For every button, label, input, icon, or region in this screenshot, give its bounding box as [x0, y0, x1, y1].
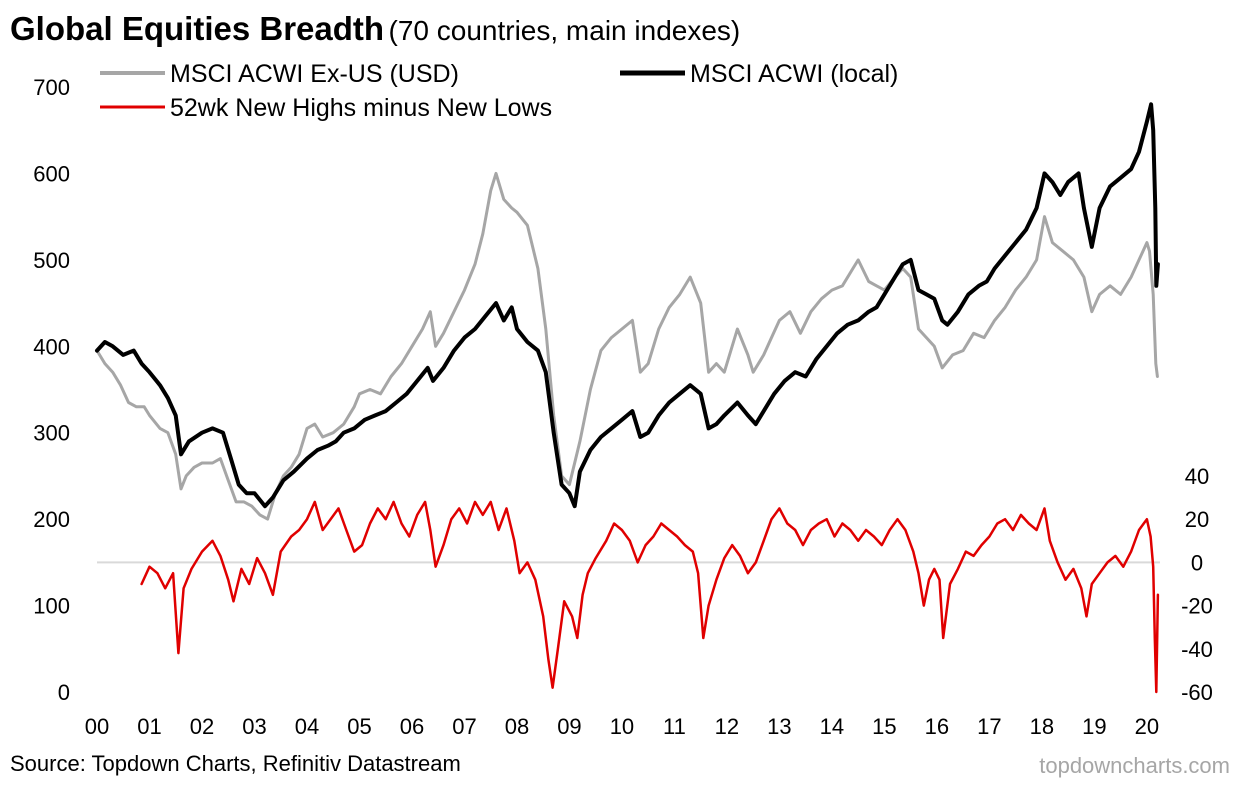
x-tick-label: 18: [1030, 714, 1054, 739]
x-tick-label: 07: [452, 714, 476, 739]
right-tick-label: -40: [1181, 637, 1213, 662]
left-tick-label: 500: [33, 248, 70, 273]
title-main: Global Equities Breadth: [10, 10, 385, 47]
x-tick-label: 08: [505, 714, 529, 739]
left-tick-label: 400: [33, 334, 70, 359]
x-tick-label: 15: [872, 714, 896, 739]
right-tick-label: 40: [1185, 464, 1209, 489]
x-tick-label: 13: [767, 714, 791, 739]
x-tick-label: 05: [347, 714, 371, 739]
x-tick-label: 06: [400, 714, 424, 739]
source-note: Source: Topdown Charts, Refinitiv Datast…: [10, 751, 461, 776]
x-tick-label: 03: [242, 714, 266, 739]
x-tick-label: 10: [610, 714, 634, 739]
legend-label-breadth: 52wk New Highs minus New Lows: [170, 94, 552, 122]
x-tick-label: 20: [1135, 714, 1159, 739]
x-tick-label: 11: [663, 714, 686, 739]
left-tick-label: 200: [33, 507, 70, 532]
axes: 00 01 02 03 04 05 06 07 08 09 10 11 12 13 14 15 16 17 18 19…: [33, 75, 1213, 739]
legend: MSCI ACWI Ex-US (USD) MSCI ACWI (local) …: [100, 60, 898, 122]
x-tick-label: 12: [715, 714, 739, 739]
series-line-breadth: [140, 500, 1160, 694]
right-tick-label: 20: [1185, 507, 1209, 532]
left-tick-label: 600: [33, 161, 70, 186]
x-tick-label: 17: [977, 714, 1001, 739]
x-tick-label: 09: [557, 714, 581, 739]
series-line-acwi-local: [95, 102, 1160, 509]
right-tick-label: -20: [1181, 594, 1213, 619]
x-tick-label: 14: [820, 714, 844, 739]
legend-label-acwi-local: MSCI ACWI (local): [690, 60, 898, 88]
right-tick-label: -60: [1181, 680, 1213, 705]
x-tick-label: 19: [1082, 714, 1106, 739]
watermark: topdowncharts.com: [1039, 753, 1230, 778]
series-lines: [95, 102, 1160, 694]
left-tick-label: 0: [58, 680, 70, 705]
x-tick-label: 04: [295, 714, 319, 739]
x-tick-label: 16: [925, 714, 949, 739]
legend-label-acwi-ex-us: MSCI ACWI Ex-US (USD): [170, 60, 459, 88]
title-subtitle: (70 countries, main indexes): [388, 15, 741, 46]
left-tick-label: 700: [33, 75, 70, 100]
x-tick-label: 02: [190, 714, 214, 739]
left-tick-label: 300: [33, 421, 70, 446]
left-tick-label: 100: [33, 594, 70, 619]
chart-title: Global Equities Breadth (70 countries, m…: [10, 10, 740, 48]
x-tick-label: 01: [137, 714, 161, 739]
x-tick-label: 00: [85, 714, 109, 739]
series-line-acwi-ex-us: [95, 171, 1159, 521]
right-tick-label: 0: [1191, 550, 1203, 575]
